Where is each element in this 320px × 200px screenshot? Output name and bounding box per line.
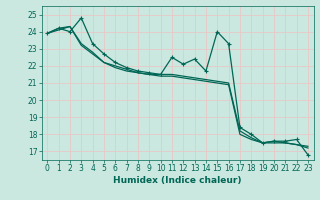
- X-axis label: Humidex (Indice chaleur): Humidex (Indice chaleur): [113, 176, 242, 185]
